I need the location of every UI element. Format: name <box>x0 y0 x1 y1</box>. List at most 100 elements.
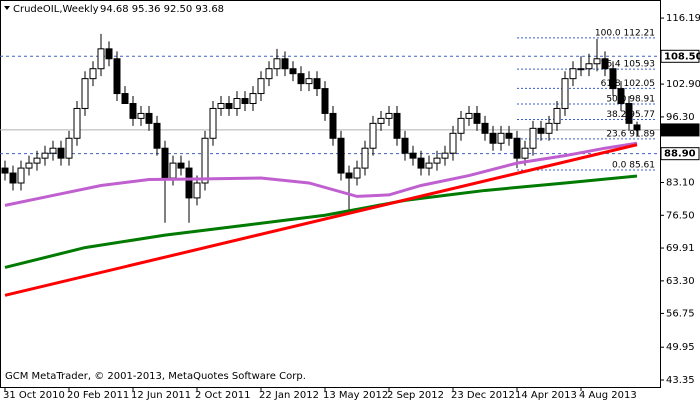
candle-body <box>121 93 129 104</box>
level-label: 88.90 <box>664 149 696 160</box>
candle-body <box>329 112 337 139</box>
overlay-line <box>4 143 638 297</box>
candle-body <box>369 122 377 149</box>
candle-body <box>81 78 89 109</box>
footer: GCM MetaTrader, © 2001-2013, MetaQuotes … <box>5 371 306 382</box>
candle-body <box>97 48 105 70</box>
x-tick-label: 4 Aug 2013 <box>579 390 637 401</box>
candle-body <box>409 152 417 159</box>
candle-body <box>553 107 561 124</box>
level-label: 108.50 <box>664 51 700 62</box>
candle-body <box>249 93 257 104</box>
candle-body <box>57 147 65 159</box>
candle-body <box>113 58 121 95</box>
candle-body <box>161 147 169 179</box>
candle-body <box>177 162 185 169</box>
candle-body <box>561 78 569 109</box>
candle-body <box>377 117 385 124</box>
candle-body <box>65 137 73 159</box>
fibo-label: 61.8 102.05 <box>601 79 655 89</box>
candle-body <box>497 132 505 144</box>
candle-body <box>265 68 273 80</box>
x-tick-label: 14 Apr 2013 <box>515 390 577 401</box>
candle-body <box>313 78 321 90</box>
candle-body <box>49 147 57 154</box>
x-tick-label: 23 Dec 2012 <box>451 390 515 401</box>
candle-body <box>353 167 361 179</box>
candle-body <box>17 167 25 184</box>
candle-body <box>609 68 617 90</box>
candle-body <box>361 147 369 169</box>
candle-body <box>433 157 441 164</box>
candle-body <box>569 68 577 80</box>
candle-body <box>73 107 81 139</box>
quote: 94.68 95.36 92.50 93.68 <box>100 4 224 15</box>
candle-body <box>489 132 497 144</box>
y-tick-label: 69.91 <box>666 243 695 254</box>
candle-body <box>345 172 353 179</box>
candle-body <box>25 162 33 169</box>
fibo-label: 100.0 112.21 <box>595 28 655 38</box>
candle-body <box>153 122 161 149</box>
candle-body <box>577 68 585 71</box>
candle-body <box>297 73 305 85</box>
overlay-line <box>4 141 638 207</box>
candle-body <box>537 127 545 134</box>
x-tick-label: 22 Jan 2012 <box>259 390 319 401</box>
fibo-label: 50.0 98.91 <box>606 94 655 104</box>
candle-body <box>89 68 97 80</box>
candle-body <box>505 132 513 139</box>
candle-body <box>129 102 137 119</box>
candle-body <box>201 137 209 184</box>
candle-body <box>273 58 281 70</box>
candle-body <box>41 152 49 159</box>
candle-body <box>1 167 9 174</box>
candle-body <box>457 117 465 134</box>
candle-body <box>9 172 17 184</box>
level-box <box>660 123 700 137</box>
x-tick-label: 12 Jun 2011 <box>131 390 191 401</box>
y-tick-label: 63.30 <box>666 276 695 287</box>
level-box <box>660 49 700 63</box>
plot-frame <box>0 0 661 388</box>
candle-body <box>185 167 193 199</box>
candle-body <box>449 132 457 154</box>
x-tick-label: 20 Feb 2011 <box>67 390 129 401</box>
y-tick-label: 43.35 <box>666 375 695 386</box>
candle-body <box>105 48 113 60</box>
y-tick-label: 83.10 <box>666 177 695 188</box>
y-tick-label: 116.19 <box>666 13 700 24</box>
candle-body <box>633 124 641 131</box>
candle-body <box>601 58 609 70</box>
x-tick-label: 2 Sep 2012 <box>387 390 444 401</box>
candle-body <box>625 102 633 124</box>
fibo-label: 0.0 85.61 <box>612 161 655 171</box>
candle-body <box>305 78 313 85</box>
candle-body <box>521 147 529 159</box>
fibo-label: 23.6 91.89 <box>606 129 655 139</box>
candle-body <box>529 127 537 149</box>
y-tick-label: 56.75 <box>666 308 695 319</box>
y-tick-label: 102.90 <box>666 79 700 90</box>
candle-body <box>393 112 401 139</box>
candle-body <box>233 98 241 109</box>
x-tick-label: 2 Oct 2011 <box>195 390 250 401</box>
x-tick-label: 13 May 2012 <box>323 390 388 401</box>
level-label: 93.68 <box>664 125 696 136</box>
candle-body <box>169 162 177 179</box>
candle-body <box>585 63 593 70</box>
candle-body <box>441 152 449 159</box>
candle-body <box>385 112 393 119</box>
candle-body <box>289 68 297 75</box>
candle-body <box>425 162 433 169</box>
overlay-line <box>4 174 638 269</box>
y-tick-label: 76.50 <box>666 210 695 221</box>
menu-arrow <box>4 6 10 10</box>
fibo-label: 76.4 105.93 <box>601 60 655 70</box>
level-box <box>660 147 700 161</box>
candle-body <box>401 137 409 154</box>
y-tick-label: 96.30 <box>666 112 695 123</box>
x-tick-label: 31 Oct 2010 <box>3 390 65 401</box>
candle-body <box>193 182 201 199</box>
